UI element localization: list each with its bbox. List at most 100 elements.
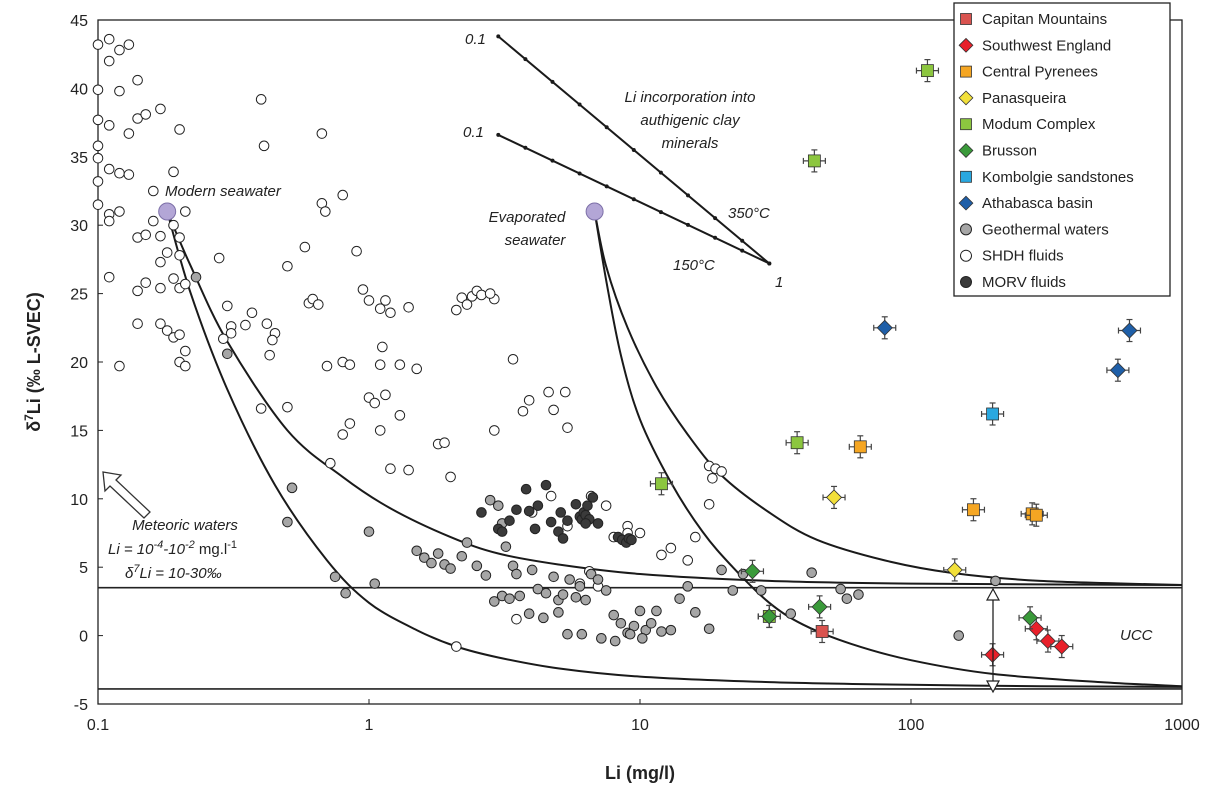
geothermal-waters-point [682,581,694,592]
modum-complex-point [807,154,821,168]
shdh-fluids-point [92,176,104,187]
geothermal-waters-point [785,608,797,620]
shdh-fluids-point [707,472,718,484]
y-tick-label: 10 [70,492,88,509]
morv-fluids-point [504,515,515,526]
legend-marker [960,65,972,78]
clay-line-tick [577,102,582,107]
shdh-fluids-point [140,229,152,241]
clay-title-line-2: authigenic clay [640,112,741,129]
x-axis-title: Li (mg/l) [605,763,675,783]
modern-seawater-label: Modern seawater [165,183,282,200]
geothermal-waters-point [514,590,526,602]
geothermal-waters-point [492,500,504,511]
legend-marker [960,13,972,25]
geothermal-waters-point [634,605,646,617]
legend-label: Brusson [982,143,1037,160]
shdh-fluids-point [123,39,135,50]
mixing-curve [593,211,1183,586]
shdh-fluids-point [363,295,375,306]
evaporated-seawater-label-1: Evaporated [489,209,566,226]
clay-label-0-1-bottom: 0.1 [463,124,484,141]
shdh-fluids-point [507,353,519,365]
geothermal-waters-point [426,557,437,569]
morv-fluids-point [580,518,591,529]
shdh-fluids-point [461,299,473,310]
shdh-fluids-point [385,307,396,319]
morv-fluids-point [496,526,508,537]
shdh-fluids-point [155,230,166,242]
shdh-fluids-point [517,405,529,417]
y-tick-label: -5 [74,697,88,714]
shdh-fluids-point [180,206,191,217]
panasqueira-point [946,561,963,579]
southwest-england-point [1053,638,1070,655]
clay-line-tick [740,248,745,253]
shdh-fluids-point [140,277,152,288]
shdh-fluids-point [103,163,115,175]
geothermal-waters-point [853,589,864,600]
shdh-fluids-point [600,500,612,511]
geothermal-waters-point [480,570,492,581]
geothermal-waters-point [596,633,607,644]
shdh-fluids-point [148,185,159,197]
geothermal-waters-point [557,589,569,600]
geothermal-waters-point [637,633,648,644]
x-tick-label: 100 [898,717,925,734]
shdh-fluids-point [325,457,336,469]
legend-label: Panasqueira [982,90,1067,107]
clay-line-tick [604,184,609,189]
legend-label: MORV fluids [982,274,1066,291]
morv-fluids-point [540,479,552,491]
shdh-fluids-point [114,85,125,97]
capitan-mountains-point [815,625,829,638]
kombolgie-sandstones-point [986,407,999,421]
shdh-fluids-point [403,301,414,313]
x-tick-label: 1000 [1164,717,1200,734]
y-tick-label: 30 [70,218,88,235]
shdh-fluids-point [374,359,386,371]
shdh-fluids-point [344,359,356,371]
geothermal-waters-point [523,608,535,620]
shdh-fluids-point [92,152,104,164]
shdh-fluids-point [337,189,349,201]
shdh-fluids-point [267,334,278,346]
shdh-fluids-point [132,285,143,297]
shdh-fluids-point [445,471,456,483]
geothermal-waters-point [411,545,423,557]
clay-line-tick [767,261,772,266]
y-tick-label: 45 [70,13,88,30]
geothermal-waters-point [592,574,604,585]
geothermal-waters-point [471,560,483,572]
y-axis-title: δ7Li (‰ L-SVEC) [22,292,44,432]
shdh-fluids-point [690,531,701,543]
geothermal-waters-point [432,548,444,559]
legend-marker [958,37,974,53]
shdh-fluids-point [380,389,391,401]
geothermal-waters-point [538,612,549,624]
shdh-fluids-point [559,386,571,398]
shdh-fluids-point [282,260,293,272]
shdh-fluids-point [155,318,166,329]
clay-lines [496,34,772,266]
clay-line-tick [740,238,745,243]
y-tick-label: 25 [70,287,88,304]
geothermal-waters-point [645,617,657,629]
geothermal-waters-point [651,605,662,617]
ticks: 0.1 1 10 100 1000 -5 0 5 10 15 20 25 30 35 40 45 [70,13,1200,734]
geothermal-waters-point [703,623,715,635]
mixing-curve [166,211,1183,688]
shdh-fluids-point [114,44,125,56]
geothermal-waters-point [286,482,298,494]
legend-marker [960,223,972,236]
shdh-fluids-point [337,429,349,440]
annotations: Li incorporation into authigenic clay mi… [102,31,1153,694]
morv-fluids-point [626,534,637,546]
shdh-fluids-point [369,397,381,409]
shdh-fluids-point [140,109,152,120]
clay-line-tick [685,193,690,198]
shdh-fluids-point [656,549,667,561]
shdh-fluids-point [103,33,115,45]
geothermal-waters-point [190,271,202,283]
shdh-fluids-point [543,386,554,398]
